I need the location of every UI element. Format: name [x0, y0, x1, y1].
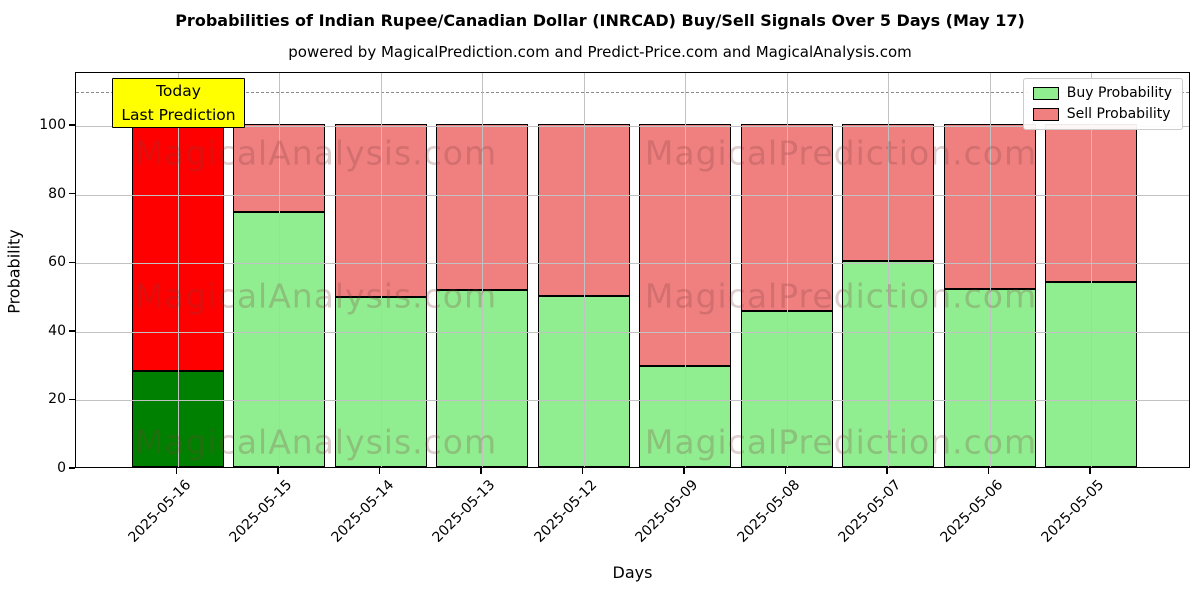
- h-gridline: [76, 331, 1189, 333]
- y-tick-mark: [69, 261, 75, 263]
- v-gridline: [177, 73, 179, 467]
- v-gridline: [380, 73, 382, 467]
- v-gridline: [888, 73, 889, 467]
- v-gridline: [989, 73, 991, 467]
- annotation-line-2: Last Prediction: [121, 106, 236, 124]
- x-tick-mark: [784, 468, 787, 474]
- v-gridline: [482, 73, 483, 467]
- y-tick-label: 20: [48, 391, 66, 408]
- x-tick-mark: [886, 468, 888, 474]
- h-gridline: [76, 126, 1189, 128]
- h-gridline: [76, 400, 1189, 402]
- x-axis-label: Days: [612, 563, 653, 582]
- x-tick-mark: [378, 468, 381, 474]
- y-tick-mark: [69, 330, 75, 332]
- chart-subtitle: powered by MagicalPrediction.com and Pre…: [288, 43, 912, 61]
- buy-swatch-icon: [1032, 87, 1059, 100]
- y-tick-label: 80: [48, 185, 66, 202]
- v-gridline: [1091, 73, 1092, 467]
- h-gridline: [76, 263, 1189, 265]
- x-tick-mark: [277, 468, 279, 474]
- y-tick-mark: [69, 467, 75, 469]
- legend-label-sell: Sell Probability: [1066, 106, 1171, 122]
- h-gridline: [76, 194, 1189, 196]
- dashed-threshold-line: [76, 91, 1189, 93]
- legend-item-sell: Sell Probability: [1032, 106, 1172, 122]
- x-tick-mark: [987, 468, 990, 474]
- v-gridline: [583, 73, 585, 467]
- v-gridline: [279, 73, 280, 467]
- legend: Buy Probability Sell Probability: [1022, 78, 1183, 130]
- annotation-line-1: Today: [156, 82, 201, 100]
- legend-item-buy: Buy Probability: [1032, 85, 1172, 101]
- legend-label-buy: Buy Probability: [1066, 85, 1172, 101]
- v-gridline: [685, 73, 686, 467]
- x-tick-mark: [175, 468, 178, 474]
- chart-title: Probabilities of Indian Rupee/Canadian D…: [175, 11, 1025, 30]
- v-gridline: [786, 73, 788, 467]
- y-tick-mark: [69, 398, 75, 401]
- y-tick-label: 0: [57, 460, 66, 476]
- x-tick-mark: [581, 468, 584, 474]
- y-tick-mark: [69, 124, 75, 126]
- x-tick-mark: [683, 468, 685, 474]
- plot-area: MagicalAnalysis.com MagicalPrediction.com…: [75, 72, 1190, 468]
- today-annotation: Today Last Prediction: [112, 78, 245, 128]
- sell-swatch-icon: [1032, 108, 1059, 121]
- y-tick-mark: [69, 193, 75, 195]
- y-tick-label: 40: [48, 322, 66, 339]
- x-tick-mark: [480, 468, 482, 474]
- y-axis-label: Probability: [4, 229, 24, 314]
- x-tick-mark: [1089, 468, 1091, 474]
- y-tick-label: 60: [48, 254, 66, 271]
- y-tick-label: 100: [39, 117, 66, 134]
